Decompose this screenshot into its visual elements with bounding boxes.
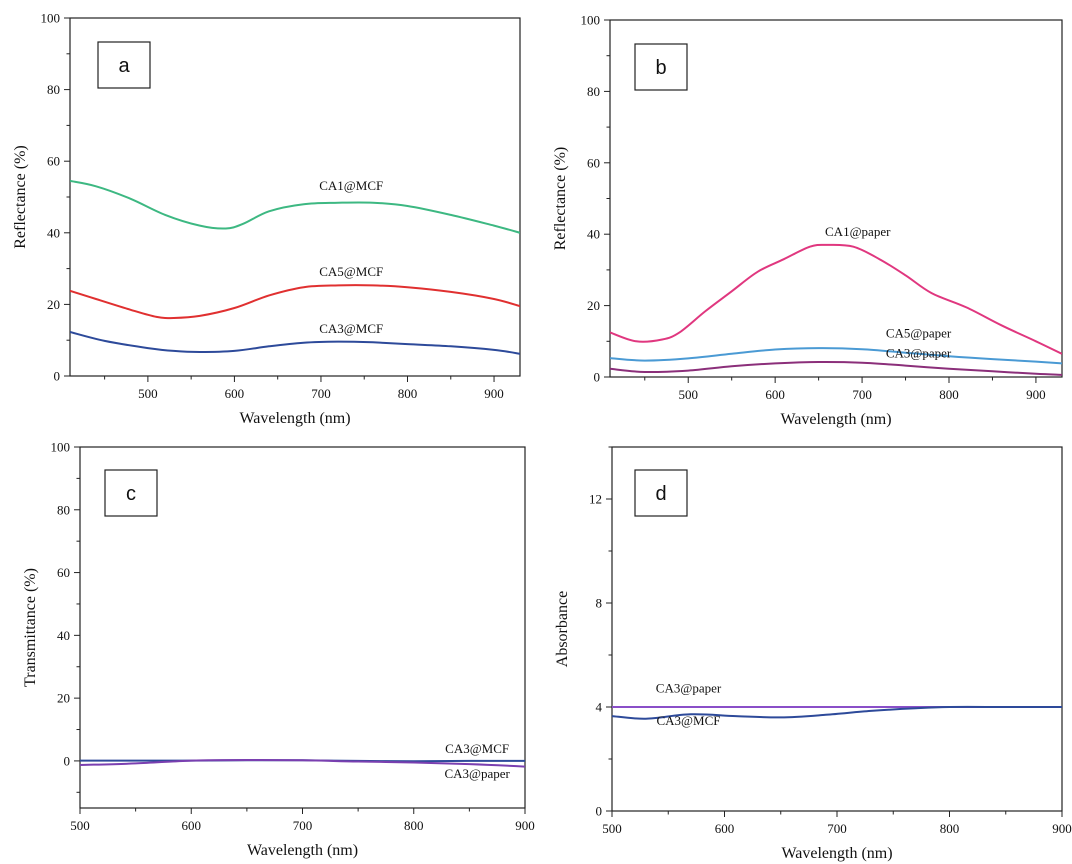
y-tick-label: 60 (47, 154, 60, 169)
x-tick-label: 500 (678, 387, 698, 402)
panel-letter: b (655, 57, 666, 79)
x-axis-label: Wavelength (nm) (247, 842, 358, 859)
y-tick-label: 80 (57, 502, 70, 517)
y-tick-label: 0 (54, 369, 61, 384)
series-annotation: CA3@MCF (319, 321, 383, 336)
x-axis-label: Wavelength (nm) (239, 410, 350, 427)
x-tick-label: 900 (1026, 387, 1046, 402)
x-tick-label: 600 (765, 387, 785, 402)
series-annotation: CA3@MCF (657, 713, 721, 728)
x-tick-label: 700 (293, 818, 313, 833)
series-line-ca5-paper (610, 347, 1062, 365)
x-tick-label: 800 (939, 387, 959, 402)
panel-letter-box (634, 469, 688, 517)
series-annotation: CA1@paper (825, 224, 891, 239)
y-tick-label: 8 (596, 596, 603, 611)
y-tick-label: 100 (41, 11, 61, 26)
x-tick-label: 700 (852, 387, 872, 402)
x-tick-label: 800 (398, 386, 418, 401)
x-tick-label: 600 (225, 386, 245, 401)
y-tick-label: 80 (47, 82, 60, 97)
y-tick-label: 100 (581, 13, 601, 28)
x-tick-label: 900 (1052, 821, 1072, 836)
y-tick-label: 0 (596, 804, 603, 819)
y-tick-label: 40 (57, 628, 70, 643)
series-line-ca3-paper (610, 360, 1062, 376)
series-annotation: CA3@MCF (445, 741, 509, 756)
series-line-ca5-mcf (70, 284, 520, 320)
y-tick-label: 100 (51, 440, 71, 455)
y-axis-label: Reflectance (%) (12, 145, 29, 248)
y-tick-label: 0 (594, 370, 601, 385)
x-tick-label: 500 (70, 818, 90, 833)
y-tick-label: 80 (587, 84, 600, 99)
y-tick-label: 0 (64, 753, 71, 768)
y-tick-label: 4 (596, 700, 603, 715)
x-tick-label: 600 (182, 818, 202, 833)
y-tick-label: 40 (587, 227, 600, 242)
y-tick-label: 12 (589, 492, 602, 507)
panel-letter-box (634, 43, 688, 91)
y-axis-label: Reflectance (%) (552, 147, 569, 250)
x-tick-label: 700 (311, 386, 331, 401)
x-tick-label: 600 (715, 821, 735, 836)
x-axis-label: Wavelength (nm) (781, 845, 892, 862)
y-tick-label: 20 (587, 298, 600, 313)
x-axis-label: Wavelength (nm) (780, 411, 891, 428)
y-tick-label: 20 (47, 297, 60, 312)
series-annotation: CA3@paper (886, 345, 952, 360)
chart-panel-b: 500 600 700 800 900 0 20 40 60 80 100 Wavelength (n… (552, 13, 1063, 428)
chart-panel-a: 500 600 700 800 900 0 20 40 60 80 100 Wavelength (n… (12, 11, 521, 427)
panel-letter: c (126, 483, 136, 505)
chart-panel-c: 500 600 700 800 900 0 20 40 60 80 100 Wavelength (n… (22, 440, 535, 860)
panel-letter: d (655, 483, 666, 505)
y-tick-label: 60 (587, 155, 600, 170)
x-tick-label: 500 (138, 386, 158, 401)
y-axis-label: Absorbance (554, 591, 571, 667)
panel-letter-box (97, 41, 151, 89)
series-line-ca3-mcf (612, 705, 1062, 720)
series-annotation: CA1@MCF (319, 178, 383, 193)
x-tick-label: 900 (484, 386, 504, 401)
y-axis-label: Transmittance (%) (22, 568, 39, 687)
x-tick-label: 500 (602, 821, 622, 836)
y-tick-label: 60 (57, 565, 70, 580)
series-line-ca3-mcf (70, 331, 520, 355)
x-tick-label: 700 (827, 821, 847, 836)
series-line-ca1-paper (610, 243, 1062, 355)
panel-letter: a (118, 55, 130, 77)
series-annotation: CA3@paper (656, 681, 722, 696)
series-line-ca3-paper (80, 758, 525, 768)
x-tick-label: 900 (515, 818, 535, 833)
panel-letter-box (104, 469, 158, 517)
y-tick-label: 40 (47, 225, 60, 240)
x-tick-label: 800 (404, 818, 424, 833)
series-line-ca1-mcf (70, 179, 520, 234)
series-annotation: CA5@paper (886, 326, 952, 341)
y-tick-label: 20 (57, 691, 70, 706)
series-annotation: CA5@MCF (319, 264, 383, 279)
x-tick-label: 800 (940, 821, 960, 836)
series-annotation: CA3@paper (444, 766, 510, 781)
chart-panel-d: 500 600 700 800 900 0 4 8 12 Wavelength (nm) Absor… (554, 446, 1072, 862)
